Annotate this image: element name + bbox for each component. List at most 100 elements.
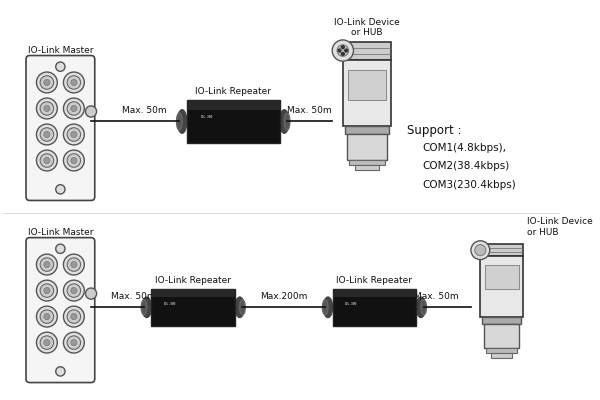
Circle shape bbox=[40, 128, 53, 141]
Circle shape bbox=[71, 79, 77, 86]
Text: Max. 50m: Max. 50m bbox=[287, 106, 332, 115]
Text: Max. 50m: Max. 50m bbox=[415, 292, 459, 301]
Ellipse shape bbox=[142, 297, 151, 318]
Bar bbox=[485, 265, 519, 290]
Circle shape bbox=[341, 52, 344, 55]
Bar bbox=[491, 353, 512, 358]
Circle shape bbox=[64, 254, 84, 275]
Circle shape bbox=[471, 241, 490, 260]
Circle shape bbox=[475, 245, 486, 256]
Bar bbox=[481, 256, 523, 316]
Ellipse shape bbox=[235, 297, 244, 318]
Circle shape bbox=[67, 310, 80, 323]
Text: COM2(38.4kbps): COM2(38.4kbps) bbox=[423, 162, 510, 172]
Circle shape bbox=[40, 310, 53, 323]
Circle shape bbox=[44, 314, 50, 320]
Circle shape bbox=[40, 76, 53, 89]
Circle shape bbox=[56, 185, 65, 194]
Circle shape bbox=[67, 258, 80, 271]
Bar bbox=[187, 100, 280, 110]
Text: IO-Link Repeater: IO-Link Repeater bbox=[337, 276, 412, 285]
Circle shape bbox=[44, 262, 50, 268]
Text: COM3(230.4kbps): COM3(230.4kbps) bbox=[423, 180, 517, 190]
Text: IOL-300: IOL-300 bbox=[345, 302, 358, 306]
Circle shape bbox=[67, 284, 80, 297]
Circle shape bbox=[64, 72, 84, 93]
Circle shape bbox=[337, 45, 349, 56]
Ellipse shape bbox=[323, 297, 332, 318]
Bar bbox=[482, 316, 521, 324]
Text: IO-Link Device
or HUB: IO-Link Device or HUB bbox=[527, 217, 593, 237]
Circle shape bbox=[37, 332, 58, 353]
Circle shape bbox=[71, 288, 77, 294]
Circle shape bbox=[37, 150, 58, 171]
Text: IOL-300: IOL-300 bbox=[164, 302, 176, 306]
Text: Max. 50m: Max. 50m bbox=[122, 106, 166, 115]
Circle shape bbox=[44, 79, 50, 86]
Circle shape bbox=[56, 367, 65, 376]
Text: IO-Link Master: IO-Link Master bbox=[28, 228, 93, 237]
Bar bbox=[355, 165, 379, 170]
Circle shape bbox=[67, 154, 80, 167]
Circle shape bbox=[40, 102, 53, 115]
Bar bbox=[481, 244, 523, 256]
Circle shape bbox=[332, 40, 353, 61]
Bar bbox=[151, 289, 235, 326]
Bar bbox=[187, 100, 280, 143]
Circle shape bbox=[85, 106, 97, 117]
Circle shape bbox=[71, 132, 77, 138]
Circle shape bbox=[64, 306, 84, 327]
Text: IO-Link Master: IO-Link Master bbox=[28, 46, 93, 54]
Circle shape bbox=[67, 336, 80, 349]
Bar bbox=[343, 42, 391, 60]
Circle shape bbox=[341, 46, 344, 48]
Ellipse shape bbox=[280, 110, 289, 133]
Ellipse shape bbox=[421, 300, 427, 315]
Text: COM1(4.8kbps),: COM1(4.8kbps), bbox=[423, 143, 507, 153]
Ellipse shape bbox=[284, 113, 290, 130]
Circle shape bbox=[44, 132, 50, 138]
Bar bbox=[349, 160, 385, 165]
Circle shape bbox=[44, 106, 50, 112]
Text: IO-Link Repeater: IO-Link Repeater bbox=[155, 276, 231, 285]
Circle shape bbox=[71, 314, 77, 320]
Ellipse shape bbox=[141, 300, 147, 315]
Circle shape bbox=[40, 154, 53, 167]
Text: Max.200m: Max.200m bbox=[260, 292, 308, 301]
Circle shape bbox=[37, 280, 58, 301]
Text: IO-Link Repeater: IO-Link Repeater bbox=[195, 88, 271, 96]
FancyBboxPatch shape bbox=[26, 238, 95, 382]
Circle shape bbox=[64, 280, 84, 301]
Bar bbox=[345, 126, 389, 134]
Circle shape bbox=[40, 336, 53, 349]
Bar bbox=[347, 70, 386, 100]
Bar bbox=[332, 289, 416, 297]
Circle shape bbox=[67, 76, 80, 89]
Circle shape bbox=[40, 284, 53, 297]
Bar bbox=[151, 289, 235, 297]
Ellipse shape bbox=[239, 300, 245, 315]
Bar bbox=[486, 348, 517, 353]
Circle shape bbox=[37, 124, 58, 145]
Circle shape bbox=[67, 128, 80, 141]
Ellipse shape bbox=[178, 110, 187, 133]
Circle shape bbox=[37, 306, 58, 327]
Circle shape bbox=[44, 288, 50, 294]
Bar bbox=[343, 60, 391, 126]
Circle shape bbox=[67, 102, 80, 115]
Circle shape bbox=[71, 262, 77, 268]
Circle shape bbox=[37, 72, 58, 93]
Text: Support :: Support : bbox=[407, 124, 461, 137]
FancyBboxPatch shape bbox=[26, 56, 95, 200]
Circle shape bbox=[338, 49, 341, 52]
Circle shape bbox=[44, 340, 50, 346]
Bar bbox=[484, 324, 519, 348]
Circle shape bbox=[64, 332, 84, 353]
Text: IO-Link Device
or HUB: IO-Link Device or HUB bbox=[334, 18, 400, 37]
Circle shape bbox=[71, 106, 77, 112]
Circle shape bbox=[64, 98, 84, 119]
Circle shape bbox=[40, 258, 53, 271]
Circle shape bbox=[71, 340, 77, 346]
Circle shape bbox=[85, 288, 97, 299]
Bar bbox=[332, 289, 416, 326]
